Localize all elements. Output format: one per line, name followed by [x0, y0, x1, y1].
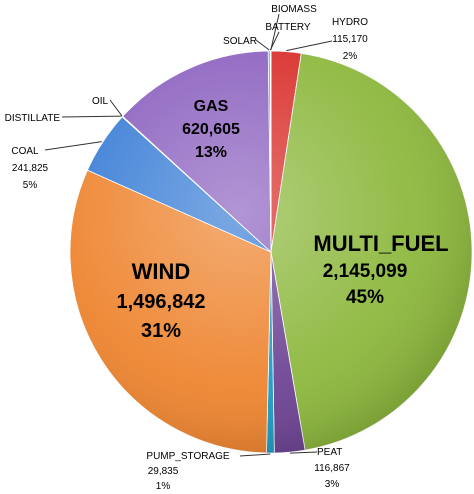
slice-value-wind: 1,496,842	[117, 291, 206, 313]
slice-value-multi-fuel: 2,145,099	[323, 261, 408, 282]
slice-pct-pump-storage: 1%	[156, 481, 171, 492]
slice-label-peat: PEAT	[317, 447, 342, 458]
slice-label-biomass: BIOMASS	[271, 4, 317, 15]
slice-label-multi-fuel: MULTI_FUEL	[313, 231, 448, 256]
slice-label-pump-storage: PUMP_STORAGE	[146, 451, 229, 462]
leader-lines	[44, 13, 333, 457]
slice-pct-peat: 3%	[325, 479, 340, 490]
leader-line-distillate	[61, 115, 122, 118]
slice-label-battery: BATTERY	[265, 22, 311, 33]
slice-value-hydro: 115,170	[332, 34, 368, 45]
slice-label-hydro: HYDRO	[332, 17, 368, 28]
slice-label-oil: OIL	[92, 96, 109, 107]
slice-label-coal: COAL	[11, 146, 39, 157]
slice-pct-wind: 31%	[141, 320, 181, 342]
slice-label-gas: GAS	[194, 98, 229, 115]
leader-line-hydro	[286, 40, 333, 52]
slice-label-solar: SOLAR	[223, 36, 257, 47]
leader-line-biomass	[270, 13, 280, 51]
slice-value-peat: 116,867	[314, 463, 350, 474]
slice-pct-coal: 5%	[23, 180, 38, 191]
leader-line-oil	[109, 99, 123, 117]
leader-line-pump-storage	[239, 453, 271, 457]
slice-pct-multi-fuel: 45%	[346, 287, 384, 308]
leader-line-solar	[255, 39, 270, 51]
slice-value-coal: 241,825	[12, 163, 49, 174]
slice-pct-hydro: 2%	[343, 51, 358, 62]
slice-label-distillate: DISTILLATE	[5, 113, 61, 124]
leader-line-peat	[289, 451, 318, 454]
slice-value-pump-storage: 29,835	[148, 466, 179, 477]
leader-line-coal	[44, 141, 102, 151]
slice-value-gas: 620,605	[182, 121, 240, 138]
slice-label-wind: WIND	[132, 259, 191, 284]
slice-pct-gas: 13%	[195, 144, 227, 161]
